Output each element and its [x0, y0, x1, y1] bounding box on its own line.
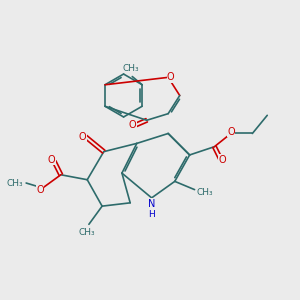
Text: O: O [227, 127, 235, 137]
Text: N: N [148, 199, 155, 209]
Text: CH₃: CH₃ [79, 228, 96, 237]
Text: O: O [36, 184, 44, 195]
Text: H: H [148, 210, 155, 219]
Text: CH₃: CH₃ [122, 64, 139, 73]
Text: CH₃: CH₃ [196, 188, 213, 197]
Text: O: O [79, 132, 86, 142]
Text: O: O [167, 72, 175, 82]
Text: O: O [48, 155, 56, 165]
Text: O: O [129, 120, 136, 130]
Text: CH₃: CH₃ [6, 178, 23, 188]
Text: O: O [219, 155, 226, 165]
